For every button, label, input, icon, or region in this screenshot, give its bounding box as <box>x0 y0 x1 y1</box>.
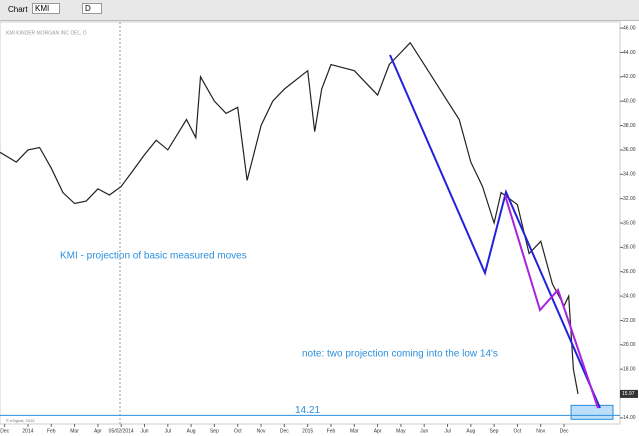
x-tick-label: May <box>396 428 406 434</box>
x-tick-label: Oct <box>234 428 242 434</box>
y-tick-label: 20.00 <box>623 342 636 348</box>
x-tick-label: Sep <box>490 428 499 434</box>
x-tick-label: Apr <box>94 428 102 434</box>
x-tick-label: Feb <box>47 428 56 434</box>
chart-subtitle: KMI KINDER MORGAN INC DEL, D <box>6 30 87 36</box>
x-tick-label: Dec <box>0 428 9 434</box>
y-tick-label: 42.00 <box>623 74 636 80</box>
window-label: Chart <box>8 5 28 14</box>
x-tick-label: Jul <box>444 428 450 434</box>
y-tick-label: 30.00 <box>623 220 636 226</box>
x-tick-label: Dec <box>560 428 569 434</box>
x-tick-label: Oct <box>514 428 522 434</box>
x-tick-label: Aug <box>466 428 475 434</box>
y-tick-label: 26.00 <box>623 269 636 275</box>
y-tick-label: 34.00 <box>623 172 636 178</box>
projection-line <box>504 194 599 409</box>
x-tick-label: Apr <box>374 428 382 434</box>
x-tick-label: 2014 <box>22 428 33 434</box>
y-tick-label: 40.00 <box>623 99 636 105</box>
x-tick-label: Jul <box>165 428 171 434</box>
last-price-box <box>620 389 638 398</box>
y-tick-label: 38.00 <box>623 123 636 129</box>
target-box <box>570 404 614 420</box>
x-tick-label: Dec <box>280 428 289 434</box>
y-tick-label: 14.00 <box>623 415 636 421</box>
y-tick-label: 46.00 <box>623 25 636 31</box>
x-tick-label: Jun <box>140 428 148 434</box>
interval-box[interactable]: D <box>82 3 102 14</box>
y-tick-label: 22.00 <box>623 318 636 324</box>
x-tick-label: Feb <box>327 428 336 434</box>
annotation: KMI - projection of basic measured moves <box>60 251 247 262</box>
x-tick-label: 05/02/2014 <box>109 428 134 434</box>
projection-line <box>389 54 601 409</box>
y-tick-label: 44.00 <box>623 50 636 56</box>
toolbar: Chart KMI D <box>0 0 639 21</box>
x-tick-label: Nov <box>536 428 545 434</box>
y-tick-label: 24.00 <box>623 293 636 299</box>
x-tick-label: Nov <box>257 428 266 434</box>
support-label: 14.21 <box>295 405 320 416</box>
copyright: © eSignal, 2015 <box>6 418 35 423</box>
x-tick-label: Jun <box>420 428 428 434</box>
x-tick-label: Mar <box>70 428 79 434</box>
price-line <box>0 41 579 395</box>
last-price-label: 15.97 <box>622 391 635 397</box>
y-tick-label: 32.00 <box>623 196 636 202</box>
symbol-box[interactable]: KMI <box>32 3 61 14</box>
x-tick-label: Aug <box>187 428 196 434</box>
y-tick-label: 18.00 <box>623 367 636 373</box>
x-tick-label: 2015 <box>302 428 313 434</box>
annotation: note: two projection coming into the low… <box>302 349 498 360</box>
y-tick-label: 28.00 <box>623 245 636 251</box>
plot-area <box>0 21 621 425</box>
x-tick-label: Sep <box>210 428 219 434</box>
x-tick-label: Mar <box>350 428 359 434</box>
y-tick-label: 36.00 <box>623 147 636 153</box>
